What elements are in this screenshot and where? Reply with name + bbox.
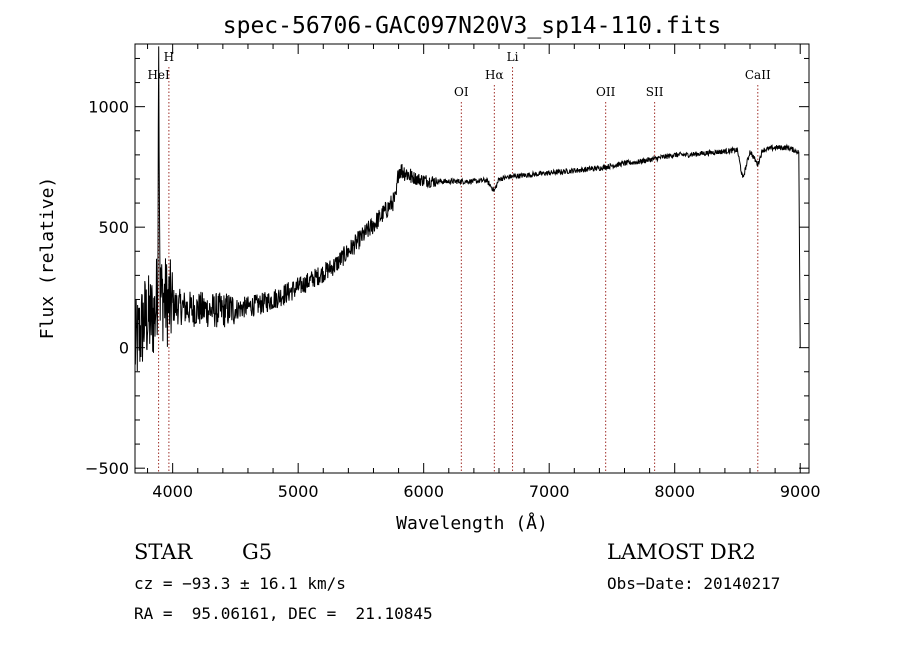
object-class: STAR [134, 540, 193, 564]
x-tick-label: 7000 [529, 482, 570, 501]
x-tick-label: 4000 [152, 482, 193, 501]
x-tick-label: 9000 [780, 482, 821, 501]
observation-date: Obs−Date: 20140217 [607, 574, 781, 593]
object-subclass: G5 [242, 540, 273, 564]
spectral-line-label: OII [596, 85, 616, 99]
x-tick-label: 6000 [403, 482, 444, 501]
coordinates: RA = 95.06161, DEC = 21.10845 [134, 604, 433, 623]
spectrum-series-group [134, 46, 801, 372]
spectral-line-label: SII [646, 85, 664, 99]
y-tick-label: 500 [98, 218, 129, 237]
spectral-line-label: Li [507, 50, 519, 64]
chart-title: spec-56706-GAC097N20V3_sp14-110.fits [223, 13, 722, 39]
y-axis-label: Flux (relative) [37, 177, 58, 340]
spectrum-line [134, 46, 801, 372]
y-tick-label: −500 [85, 459, 129, 478]
x-tick-label: 5000 [278, 482, 319, 501]
y-tick-label: 1000 [88, 98, 129, 117]
y-tick-label: 0 [119, 339, 129, 358]
y-axis: −500 0 500 1000 [85, 57, 809, 478]
x-axis-label: Wavelength (Å) [396, 512, 548, 534]
x-axis: 4000 5000 6000 7000 8000 9000 [147, 44, 821, 501]
spectral-line-label: Hα [485, 68, 504, 82]
spectral-line-label: OI [454, 85, 469, 99]
redshift-value: cz = −93.3 ± 16.1 km/s [134, 574, 346, 593]
x-tick-label: 8000 [654, 482, 695, 501]
plot-frame [134, 43, 810, 474]
spectral-line-label: CaII [745, 68, 771, 82]
survey-name: LAMOST DR2 [607, 540, 756, 564]
spectral-line-label: H [164, 50, 174, 64]
